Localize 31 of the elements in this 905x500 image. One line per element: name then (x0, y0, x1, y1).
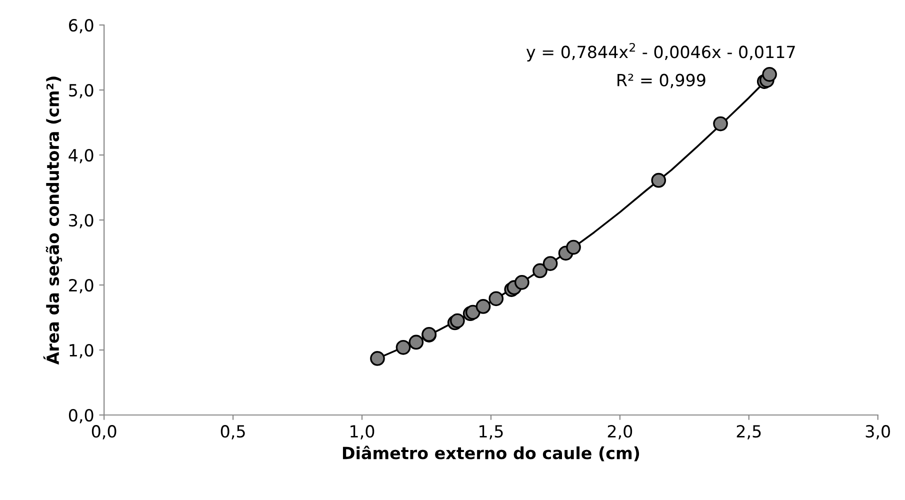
point (651, 172, 666, 188)
y-tick-label: 2,0 (69, 278, 94, 294)
x-axis-title: Diâmetro externo do caule (cm) (342, 446, 640, 462)
point (542, 256, 558, 271)
y-tick-label: 1,0 (70, 344, 94, 358)
point (713, 116, 728, 132)
y-axis-title: Área da seção condutora (cm²) (43, 76, 62, 365)
point (514, 274, 530, 290)
x-tick-label: 3,0 (866, 425, 890, 440)
point (566, 240, 581, 255)
point (488, 291, 504, 306)
x-tick-label: 1,5 (480, 425, 503, 440)
annotation: y = 0,7844x$^{2}$ - 0,0046x - 0,0117 (526, 42, 795, 62)
x-tick-label: 2,5 (736, 425, 761, 440)
x-tick-label: 0,0 (92, 425, 116, 440)
annotation: R² = 0,999 (618, 74, 706, 88)
point (450, 313, 465, 328)
point (396, 340, 411, 355)
point (762, 66, 777, 82)
x-tick-label: 2,0 (608, 425, 632, 440)
point (532, 263, 548, 278)
y-tick-label: 3,0 (69, 214, 94, 228)
y-tick-label: 0,0 (68, 408, 94, 424)
point (476, 299, 491, 314)
x-tick-label: 1,0 (350, 425, 374, 440)
y-tick-label: 6,0 (69, 18, 94, 34)
y-tick-label: 4,0 (68, 148, 94, 164)
point (408, 334, 424, 350)
point (370, 351, 385, 366)
x-tick-label: 0,5 (220, 425, 245, 440)
y-tick-label: 5,0 (69, 84, 94, 98)
